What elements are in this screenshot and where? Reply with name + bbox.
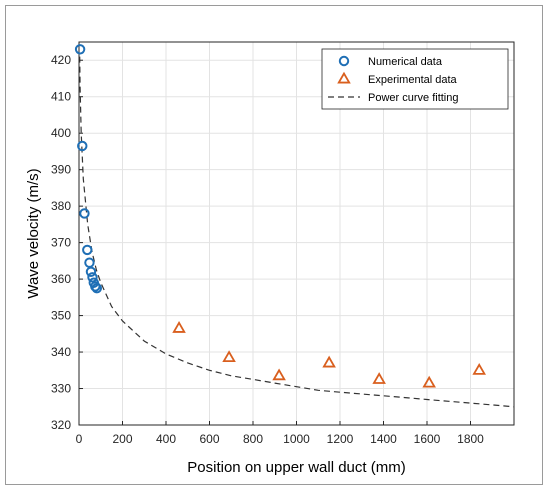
x-tick-label: 400 [156,432,176,446]
y-tick-label: 360 [51,272,71,286]
y-tick-label: 350 [51,309,71,323]
numerical-data-point [90,281,101,292]
numerical-data-point [91,283,103,294]
x-axis-label: Position on upper wall duct (mm) [187,459,405,476]
numerical-data-point [74,44,86,55]
x-tick-label: 600 [199,432,219,446]
numerical-data-point [84,257,95,268]
x-tick-label: 800 [243,432,263,446]
legend-label: Numerical data [368,56,443,68]
legend-marker-numerical [338,55,350,67]
y-tick-label: 410 [51,90,71,104]
numerical-data-point [77,140,88,152]
legend: Numerical data Experimental data Power cur… [321,48,509,110]
power-curve-fit-line [79,56,515,408]
x-tick-label: 1600 [414,432,441,446]
x-tick-label: 1400 [370,432,397,446]
legend-marker-experimental [337,71,351,84]
experimental-data-point [272,368,286,381]
y-tick-label: 330 [51,382,71,396]
y-tick-label: 340 [51,345,71,359]
x-tick-label: 0 [76,432,83,446]
x-tick-label: 1800 [457,432,484,446]
grid [78,42,514,426]
experimental-data-point [422,375,436,388]
y-axis-ticks: 320 330 340 350 360 370 380 390 400 410 420 [51,53,83,432]
figure-frame [5,5,543,485]
y-tick-label: 380 [51,199,71,213]
y-tick-label: 400 [51,126,71,140]
experimental-data-point [322,355,336,368]
x-tick-label: 1200 [327,432,354,446]
numerical-data-point [82,244,93,256]
legend-box [321,48,509,110]
y-tick-label: 320 [51,418,71,432]
legend-label: Power curve fitting [368,92,458,104]
y-axis-label: Wave velocity (m/s) [25,168,42,298]
experimental-data-point [372,372,386,384]
x-axis-ticks: 0 200 400 600 800 1000 1200 1400 1600 1800 [76,421,484,446]
numerical-data-point [85,266,97,277]
numerical-data-point [87,272,98,283]
y-tick-label: 390 [51,163,71,177]
experimental-data-point [222,350,236,362]
y-tick-label: 420 [51,53,71,67]
y-tick-label: 370 [51,236,71,250]
experimental-data-point [472,362,486,375]
markers-layer [74,44,486,388]
experimental-data-point [172,321,186,333]
fit-curve-layer [79,56,515,408]
legend-label: Experimental data [368,74,458,86]
numerical-data-point [79,208,90,219]
x-tick-label: 1000 [283,432,310,446]
x-tick-label: 200 [112,432,132,446]
